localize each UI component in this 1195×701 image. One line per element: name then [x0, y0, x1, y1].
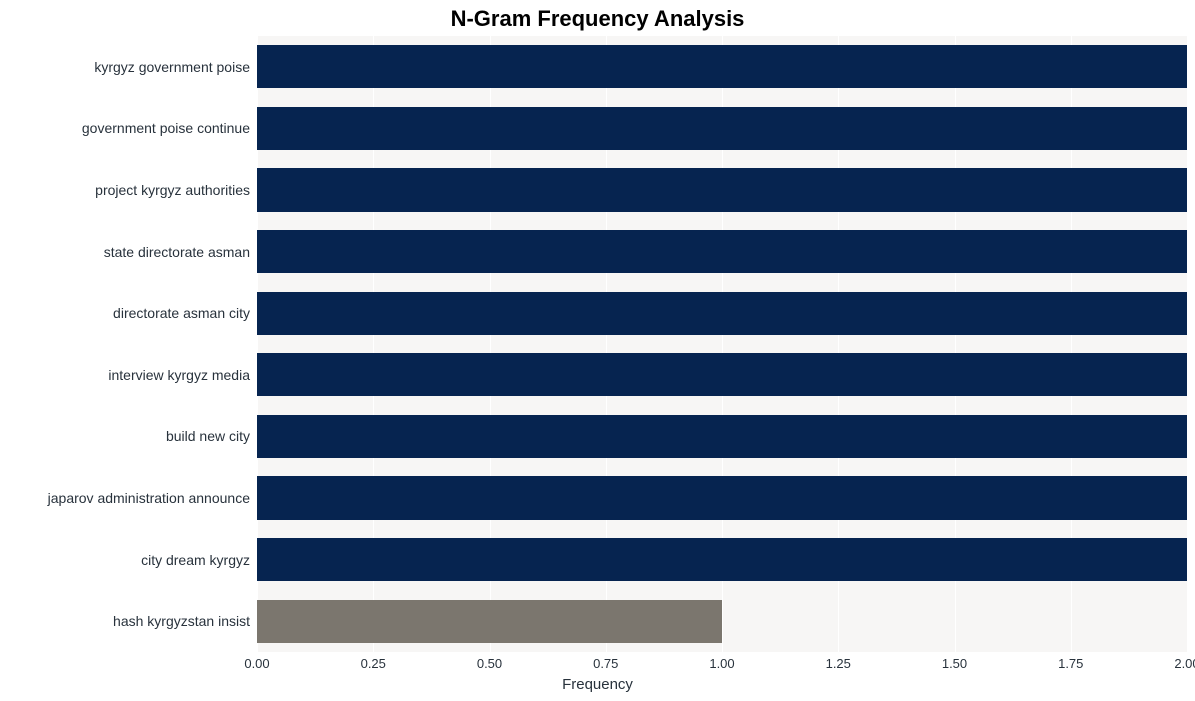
x-axis-ticks: 0.000.250.500.751.001.251.501.752.00 — [257, 656, 1187, 676]
bar — [257, 600, 722, 643]
x-tick: 0.50 — [477, 656, 502, 671]
y-label: government poise continue — [0, 121, 250, 135]
bar — [257, 45, 1187, 88]
ngram-frequency-chart: N-Gram Frequency Analysis kyrgyz governm… — [0, 0, 1195, 701]
y-label: hash kyrgyzstan insist — [0, 614, 250, 628]
x-tick: 0.00 — [244, 656, 269, 671]
y-label: interview kyrgyz media — [0, 368, 250, 382]
x-tick: 1.75 — [1058, 656, 1083, 671]
x-axis-title: Frequency — [0, 676, 1195, 693]
bar — [257, 538, 1187, 581]
bar — [257, 230, 1187, 273]
bar — [257, 353, 1187, 396]
y-label: build new city — [0, 429, 250, 443]
x-tick: 1.25 — [826, 656, 851, 671]
bar — [257, 168, 1187, 211]
x-tick: 2.00 — [1174, 656, 1195, 671]
grid-line — [1187, 36, 1188, 652]
y-label: japarov administration announce — [0, 491, 250, 505]
x-tick: 0.25 — [361, 656, 386, 671]
bar — [257, 107, 1187, 150]
chart-title: N-Gram Frequency Analysis — [0, 6, 1195, 32]
y-label: directorate asman city — [0, 306, 250, 320]
x-tick: 0.75 — [593, 656, 618, 671]
y-label: state directorate asman — [0, 245, 250, 259]
bar — [257, 476, 1187, 519]
bar — [257, 292, 1187, 335]
x-tick: 1.50 — [942, 656, 967, 671]
y-label: project kyrgyz authorities — [0, 183, 250, 197]
y-label: kyrgyz government poise — [0, 60, 250, 74]
plot-area — [257, 36, 1187, 652]
y-label: city dream kyrgyz — [0, 553, 250, 567]
x-tick: 1.00 — [709, 656, 734, 671]
bar — [257, 415, 1187, 458]
y-axis-labels: kyrgyz government poise government poise … — [0, 36, 250, 652]
